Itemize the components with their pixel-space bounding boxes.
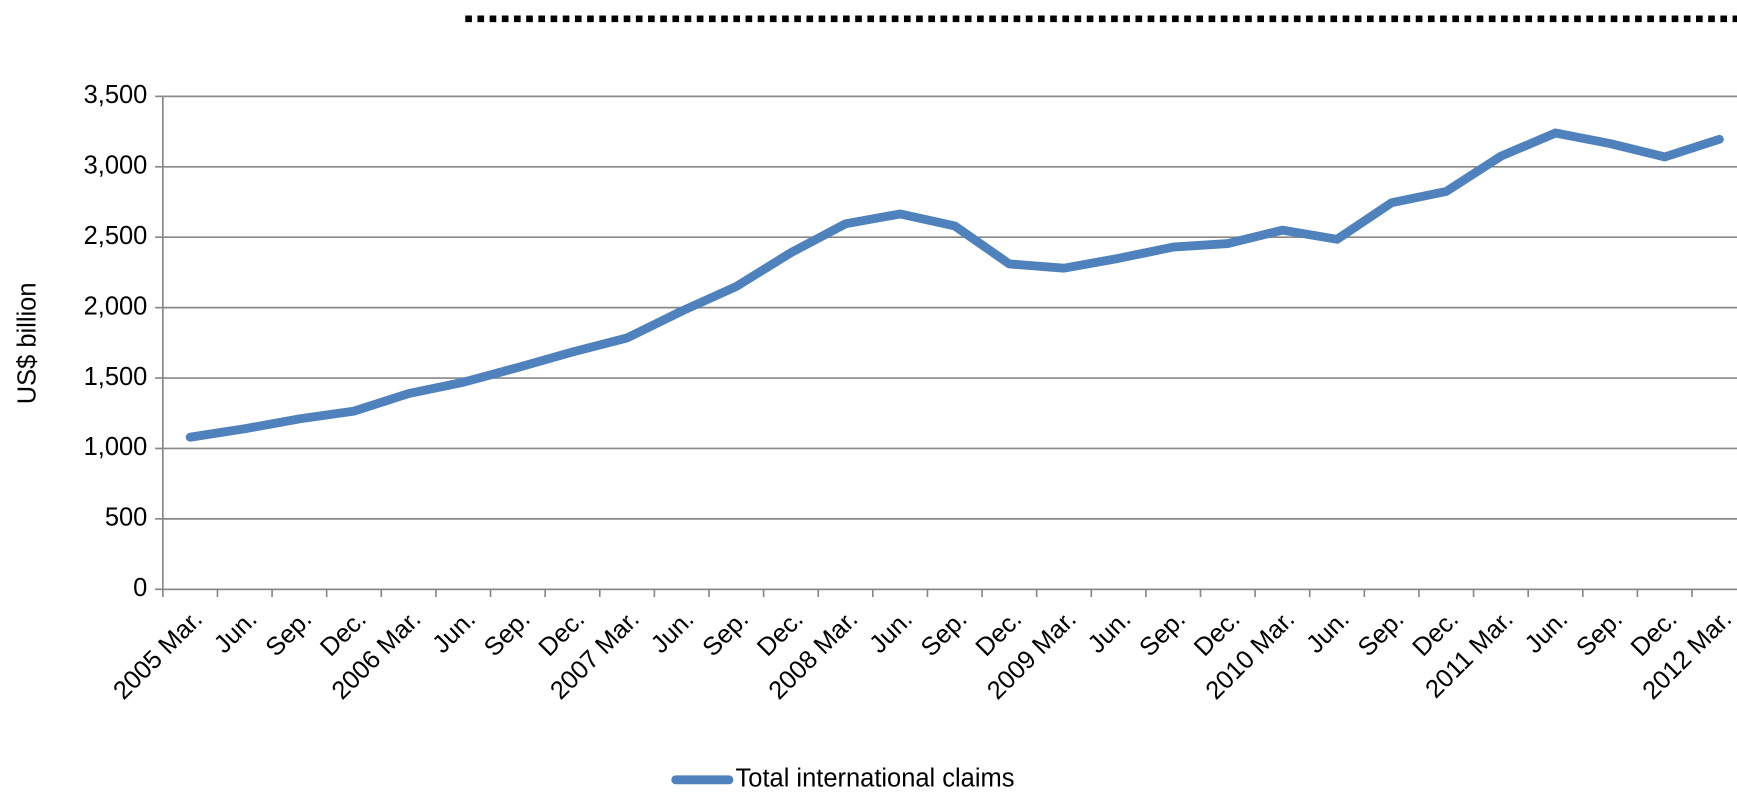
y-tick-label: 1,500 [84,363,148,391]
x-tick-label: Sep. [479,605,536,662]
x-tick-label: Jun. [209,605,263,659]
x-tick-label: Jun. [427,605,481,659]
y-tick-label: 2,500 [84,222,148,250]
x-tick-label: Sep. [1571,605,1628,662]
x-tick-label: Jun. [1083,605,1137,659]
x-tick-label: Jun. [1520,605,1574,659]
y-axis-label: US$ billion [14,283,42,405]
x-tick-label: Sep. [697,605,754,662]
y-tick-label: 1,000 [84,433,148,461]
x-tick-label: Jun. [646,605,700,659]
y-tick-label: 0 [133,574,147,602]
legend-label: Total international claims [736,765,1015,792]
y-tick-label: 2,000 [84,292,148,320]
y-tick-label: 3,000 [84,152,148,180]
y-tick-label: 3,500 [84,81,148,109]
x-tick-label: Jun. [1301,605,1355,659]
x-tick-label: Sep. [1134,605,1191,662]
x-tick-label: Sep. [916,605,973,662]
x-tick-label: Sep. [260,605,317,662]
x-tick-label: Jun. [864,605,918,659]
y-tick-label: 500 [105,504,148,532]
x-tick-label: 2005 Mar. [108,605,208,705]
x-tick-label: Sep. [1353,605,1410,662]
data-line [185,128,1724,442]
